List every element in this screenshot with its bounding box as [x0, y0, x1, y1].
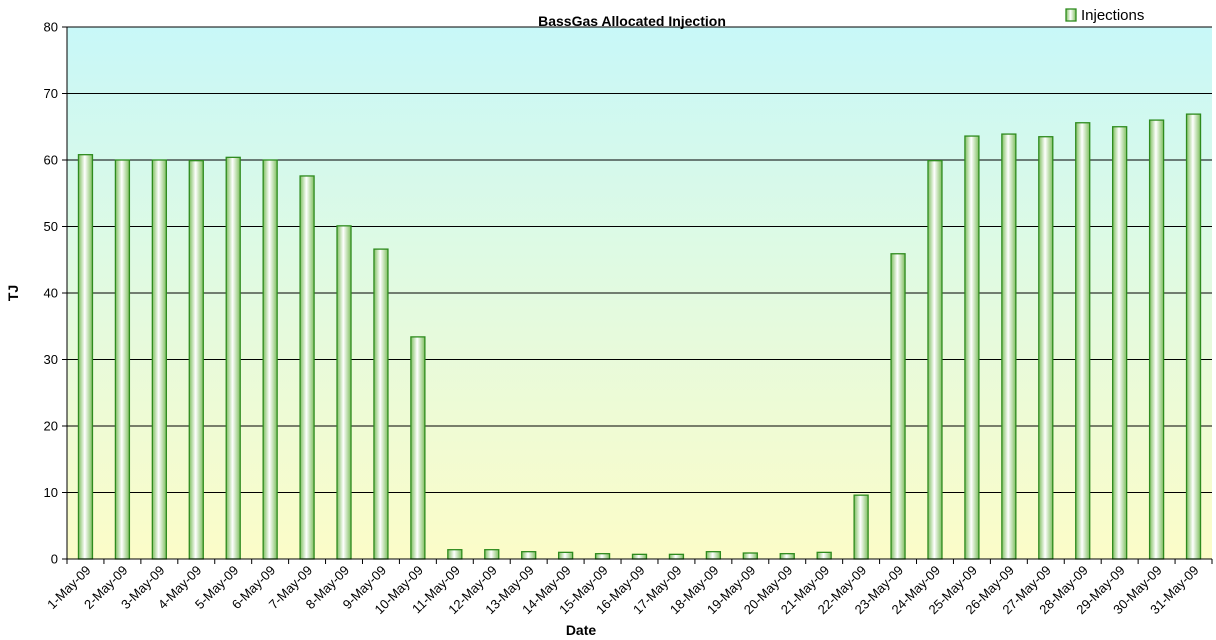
bar-12-May-09 [484, 549, 500, 560]
bar-8-May-09 [336, 225, 352, 560]
y-tick-label: 60 [44, 153, 58, 168]
bar-27-May-09 [1038, 136, 1054, 560]
legend: Injections [1065, 7, 1144, 24]
bar-7-May-09 [299, 175, 315, 560]
bar-15-May-09 [594, 553, 611, 560]
bar-5-May-09 [225, 156, 241, 560]
bar-17-May-09 [668, 553, 685, 560]
bar-14-May-09 [557, 551, 574, 560]
bar-21-May-09 [816, 551, 832, 560]
y-tick-labels: 0 10 20 30 40 50 60 70 80 [44, 20, 58, 567]
legend-label-injections: Injections [1081, 7, 1144, 24]
x-axis-title: Date [566, 622, 597, 638]
bar-2-May-09 [114, 159, 131, 560]
bar-31-May-09 [1185, 113, 1202, 560]
bar-10-May-09 [410, 336, 426, 560]
y-tick-label: 50 [44, 219, 58, 234]
bar-19-May-09 [742, 552, 758, 560]
legend-swatch-injections [1065, 8, 1077, 22]
bar-20-May-09 [779, 553, 795, 560]
bar-24-May-09 [927, 160, 943, 560]
bar-16-May-09 [631, 553, 648, 560]
bar-26-May-09 [1001, 133, 1017, 560]
bar-11-May-09 [447, 549, 463, 560]
bar-22-May-09 [853, 494, 869, 560]
y-tick-label: 0 [51, 552, 58, 567]
y-tick-label: 10 [44, 485, 58, 500]
y-tick-label: 70 [44, 86, 58, 101]
y-tick-label: 40 [44, 286, 58, 301]
bar-29-May-09 [1112, 126, 1128, 560]
gridlines [62, 26, 1212, 560]
bar-13-May-09 [521, 551, 537, 560]
y-tick-label: 80 [44, 20, 58, 35]
bar-4-May-09 [188, 160, 204, 560]
bar-28-May-09 [1075, 122, 1091, 560]
bar-3-May-09 [151, 159, 167, 560]
y-axis-title: TJ [5, 285, 21, 301]
bar-9-May-09 [373, 248, 389, 560]
axes [66, 27, 1213, 564]
bar-18-May-09 [705, 551, 722, 560]
x-tick-labels: 1-May-092-May-093-May-094-May-095-May-09… [44, 563, 1202, 618]
chart-title: BassGas Allocated Injection [538, 13, 726, 29]
bar-1-May-09 [77, 154, 94, 560]
y-tick-label: 20 [44, 419, 58, 434]
bar-30-May-09 [1148, 119, 1165, 560]
bar-25-May-09 [964, 135, 980, 560]
y-tick-label: 30 [44, 352, 58, 367]
bar-6-May-09 [262, 159, 278, 560]
bar-23-May-09 [890, 253, 906, 560]
